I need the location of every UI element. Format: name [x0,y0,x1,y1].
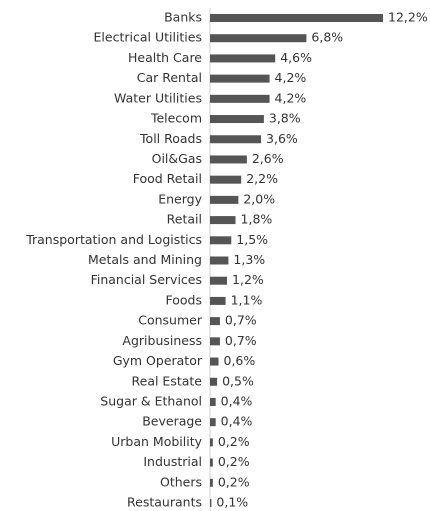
category-label: Restaurants [127,495,202,510]
bar [210,216,236,225]
value-label: 0,7% [225,313,257,328]
bar [210,54,276,63]
bar [210,458,213,467]
bar [210,357,219,366]
bar [210,499,212,507]
value-label: 1,5% [236,232,268,247]
value-label: 1,1% [231,292,263,307]
category-label: Beverage [142,414,202,429]
category-label: Oil&Gas [152,151,202,166]
category-label: Real Estate [132,373,203,388]
bar [210,14,383,22]
category-label: Foods [166,292,203,307]
value-label: 0,5% [222,373,254,388]
value-label: 0,2% [218,474,250,489]
bar [210,317,220,326]
value-label: 0,2% [218,434,250,449]
bar [210,155,247,164]
bar [210,418,216,427]
bar [210,175,242,184]
bar [210,236,232,245]
category-label: Electrical Utilities [94,30,202,45]
category-label: Food Retail [133,171,202,186]
value-label: 12,2% [388,10,428,25]
value-label: 0,4% [221,414,253,429]
bar [210,135,262,144]
value-label: 4,2% [275,70,307,85]
value-label: 2,6% [252,151,284,166]
category-label: Consumer [138,313,203,328]
category-label: Urban Mobility [111,434,202,449]
value-label: 1,8% [241,212,273,227]
category-label: Transportation and Logistics [25,232,202,247]
category-label: Car Rental [137,70,202,85]
bar [210,337,220,346]
value-label: 6,8% [311,30,343,45]
category-label: Sugar & Ethanol [100,393,202,408]
bar [210,438,213,447]
bar [210,115,264,124]
value-label: 0,2% [218,454,250,469]
value-label: 4,2% [275,90,307,105]
value-label: 3,6% [266,131,298,146]
bar [210,478,213,487]
category-label: Banks [164,10,202,25]
category-label: Toll Roads [139,131,202,146]
value-label: 1,2% [232,272,264,287]
category-label: Metals and Mining [88,252,202,267]
bar [210,276,228,285]
category-label: Water Utilities [114,90,202,105]
category-label: Gym Operator [113,353,203,368]
bar [210,296,226,305]
bar [210,195,239,204]
category-label: Financial Services [91,272,202,287]
value-label: 0,7% [225,333,257,348]
value-label: 0,4% [221,393,253,408]
value-label: 0,6% [224,353,256,368]
bar [210,74,270,83]
category-label: Energy [158,191,202,206]
bar [210,34,307,43]
category-label: Others [160,474,202,489]
bar [210,94,270,103]
category-label: Telecom [150,111,202,126]
value-label: 1,3% [233,252,265,267]
category-label: Agribusiness [122,333,202,348]
category-label: Health Care [128,50,202,65]
value-label: 0,1% [216,495,248,510]
category-label: Retail [167,212,202,227]
value-label: 3,8% [269,111,301,126]
bar [210,377,218,386]
value-label: 4,6% [280,50,312,65]
value-label: 2,2% [246,171,278,186]
value-label: 2,0% [243,191,275,206]
bar [210,397,216,406]
category-label: Industrial [143,454,202,469]
bar [210,256,229,265]
